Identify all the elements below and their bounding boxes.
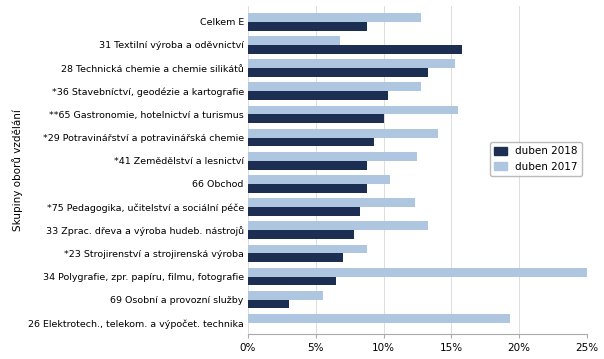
Bar	[248, 314, 510, 323]
Bar	[248, 115, 384, 123]
Bar	[248, 198, 415, 207]
Bar	[248, 68, 428, 77]
Bar	[248, 13, 422, 22]
Bar	[248, 175, 390, 184]
Bar	[248, 137, 374, 146]
Bar	[248, 268, 587, 276]
Y-axis label: Skupiny oborů vzdělání: Skupiny oborů vzdělání	[11, 109, 22, 231]
Bar	[248, 184, 367, 193]
Bar	[248, 291, 323, 300]
Bar	[248, 129, 438, 137]
Bar	[248, 207, 361, 216]
Bar	[248, 59, 455, 68]
Bar	[248, 161, 367, 169]
Bar	[248, 276, 336, 285]
Bar	[248, 83, 422, 91]
Bar	[248, 230, 354, 239]
Bar	[248, 152, 417, 161]
Legend: duben 2018, duben 2017: duben 2018, duben 2017	[490, 142, 582, 176]
Bar	[248, 253, 343, 262]
Bar	[248, 106, 458, 115]
Bar	[248, 300, 289, 308]
Bar	[248, 222, 428, 230]
Bar	[248, 45, 462, 54]
Bar	[248, 22, 367, 31]
Bar	[248, 244, 367, 253]
Bar	[248, 91, 388, 100]
Bar	[248, 36, 340, 45]
